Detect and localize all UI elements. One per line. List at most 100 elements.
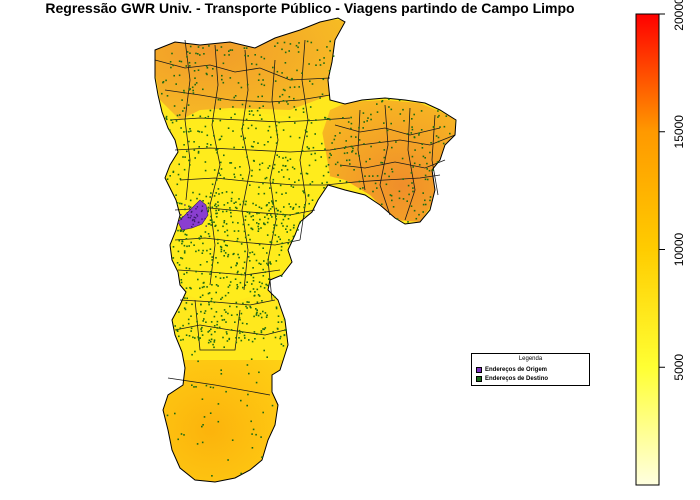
destination-point — [212, 120, 214, 122]
origin-point — [191, 226, 193, 228]
destination-point — [186, 297, 188, 300]
destination-point — [260, 56, 263, 58]
destination-point — [241, 177, 244, 180]
destination-point — [315, 64, 317, 66]
destination-point — [258, 371, 260, 374]
destination-point — [346, 159, 348, 162]
destination-point — [326, 118, 329, 120]
destination-point — [217, 204, 220, 207]
destination-point — [418, 164, 421, 166]
destination-point — [221, 74, 223, 77]
origin-point — [194, 217, 197, 219]
destination-point — [284, 51, 287, 54]
destination-point — [248, 113, 251, 115]
destination-point — [334, 148, 336, 150]
destination-point — [246, 307, 248, 309]
destination-point — [173, 105, 176, 107]
destination-point — [188, 89, 191, 91]
destination-point — [258, 262, 260, 265]
destination-point — [221, 296, 224, 299]
destination-point — [270, 136, 272, 139]
destination-point — [284, 89, 286, 92]
destination-point — [245, 305, 247, 308]
destination-point — [208, 303, 210, 306]
destination-point — [251, 251, 254, 253]
destination-point — [229, 77, 232, 79]
destination-point — [215, 209, 217, 212]
destination-point — [210, 271, 212, 273]
destination-point — [217, 261, 219, 264]
destination-point — [252, 280, 255, 282]
destination-point — [298, 86, 300, 88]
destination-point — [289, 214, 291, 216]
destination-point — [329, 40, 331, 43]
destination-point — [310, 41, 313, 44]
destination-point — [165, 79, 167, 82]
destination-point — [190, 330, 192, 332]
destination-point — [216, 49, 218, 52]
destination-point — [237, 82, 240, 84]
destination-point — [200, 328, 202, 330]
destination-point — [223, 154, 225, 157]
destination-point — [260, 436, 262, 438]
destination-point — [230, 266, 232, 269]
destination-point — [264, 327, 267, 329]
destination-point — [203, 312, 206, 314]
destination-point — [426, 162, 428, 165]
destination-point — [241, 103, 244, 106]
destination-point — [209, 273, 211, 275]
destination-point — [255, 312, 258, 315]
destination-point — [222, 81, 225, 84]
destination-point — [258, 168, 261, 171]
destination-point — [316, 49, 319, 51]
destination-point — [211, 256, 213, 258]
destination-point — [271, 404, 274, 407]
destination-point — [217, 285, 219, 287]
destination-point — [367, 117, 369, 119]
destination-point — [272, 231, 274, 233]
destination-point — [267, 129, 270, 132]
destination-point — [227, 253, 230, 256]
destination-point — [333, 138, 336, 141]
destination-point — [306, 40, 309, 43]
destination-point — [251, 63, 253, 65]
origin-point — [189, 217, 191, 219]
destination-point — [214, 225, 216, 227]
destination-point — [407, 184, 410, 187]
destination-point — [309, 106, 312, 108]
destination-point — [206, 249, 208, 252]
destination-point — [257, 142, 259, 144]
destination-point — [403, 120, 405, 122]
destination-point — [269, 241, 272, 243]
origin-point — [201, 218, 203, 220]
origin-point — [180, 214, 182, 216]
destination-point — [217, 188, 220, 190]
destination-point — [250, 306, 252, 309]
destination-point — [332, 55, 335, 57]
destination-point — [247, 55, 249, 57]
destination-point — [236, 287, 238, 290]
destination-point — [378, 141, 381, 143]
destination-point — [308, 202, 310, 205]
destination-point — [259, 312, 262, 315]
destination-point — [215, 284, 218, 286]
origin-point — [187, 214, 189, 216]
destination-point — [239, 318, 241, 321]
destination-point — [220, 248, 223, 251]
origin-point — [192, 223, 194, 226]
destination-point — [292, 206, 295, 209]
destination-point — [246, 323, 248, 325]
destination-point — [209, 253, 212, 255]
destination-point — [196, 197, 198, 200]
destination-point — [225, 390, 227, 393]
destination-point — [260, 207, 263, 210]
destination-point — [281, 193, 283, 195]
destination-point — [241, 331, 244, 333]
destination-point — [198, 146, 200, 148]
destination-point — [275, 200, 277, 202]
destination-point — [237, 230, 240, 232]
destination-point — [194, 350, 196, 353]
destination-point — [319, 64, 322, 66]
destination-point — [415, 217, 418, 220]
destination-point — [370, 113, 372, 116]
